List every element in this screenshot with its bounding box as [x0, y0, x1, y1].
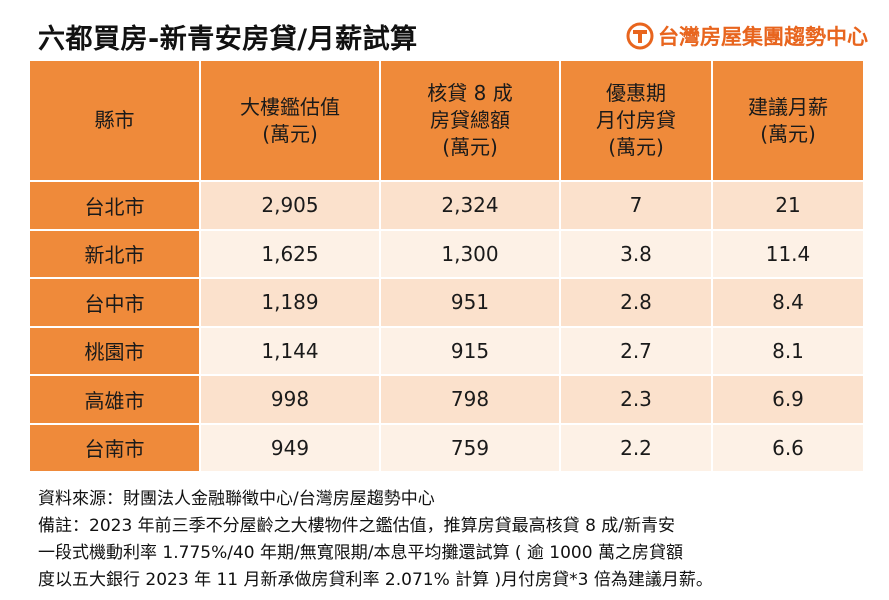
cell-monthly-payment: 2.2 — [560, 423, 713, 473]
table-row: 台中市 1,189 951 2.8 8.4 — [30, 278, 865, 328]
header-appraisal: 大樓鑑估值 (萬元) — [200, 61, 381, 182]
cell-appraisal: 2,905 — [200, 181, 381, 231]
footnotes: 資料來源：財團法人金融聯徵中心/台灣房屋趨勢中心 備註：2023 年前三季不分屋… — [38, 486, 868, 594]
cell-loan-total: 1,300 — [380, 229, 561, 279]
table-row: 台南市 949 759 2.2 6.6 — [30, 423, 865, 473]
cell-county: 台中市 — [30, 278, 201, 328]
brand: 台灣房屋集團趨勢中心 — [626, 21, 868, 51]
cell-suggested-salary: 6.9 — [712, 375, 865, 425]
cell-loan-total: 2,324 — [380, 181, 561, 231]
header: 六都買房-新青安房貸/月薪試算 台灣房屋集團趨勢中心 — [38, 14, 868, 58]
header-loan-total: 核貸 8 成房貸總額 (萬元) — [380, 61, 561, 182]
cell-suggested-salary: 21 — [712, 181, 865, 231]
cell-monthly-payment: 2.7 — [560, 326, 713, 376]
cell-monthly-payment: 7 — [560, 181, 713, 231]
remark-line: 一段式機動利率 1.775%/40 年期/無寬限期/本息平均攤還試算 ( 逾 1… — [38, 543, 683, 563]
cell-monthly-payment: 2.8 — [560, 278, 713, 328]
cell-appraisal: 1,625 — [200, 229, 381, 279]
remark-line: 備註：2023 年前三季不分屋齡之大樓物件之鑑估值，推算房貸最高核貸 8 成/新… — [38, 516, 676, 536]
table-row: 桃園市 1,144 915 2.7 8.1 — [30, 326, 865, 376]
cell-loan-total: 798 — [380, 375, 561, 425]
header-suggested-salary: 建議月薪 (萬元) — [712, 61, 865, 182]
table-row: 新北市 1,625 1,300 3.8 11.4 — [30, 229, 865, 279]
cell-suggested-salary: 11.4 — [712, 229, 865, 279]
cell-county: 高雄市 — [30, 375, 201, 425]
header-county: 縣市 — [30, 61, 201, 182]
cell-county: 新北市 — [30, 229, 201, 279]
table-header-row: 縣市 大樓鑑估值 (萬元) 核貸 8 成房貸總額 (萬元) 優惠期 月付房貸 (萬元) … — [30, 61, 865, 182]
cell-monthly-payment: 2.3 — [560, 375, 713, 425]
cell-suggested-salary: 6.6 — [712, 423, 865, 473]
cell-monthly-payment: 3.8 — [560, 229, 713, 279]
cell-county: 桃園市 — [30, 326, 201, 376]
cell-loan-total: 759 — [380, 423, 561, 473]
remark-line: 度以五大銀行 2023 年 11 月新承做房貸利率 2.071% 計算 )月付房… — [38, 570, 713, 590]
table-row: 高雄市 998 798 2.3 6.9 — [30, 375, 865, 425]
cell-appraisal: 1,144 — [200, 326, 381, 376]
brand-name: 台灣房屋集團趨勢中心 — [658, 25, 868, 49]
header-monthly-payment: 優惠期 月付房貸 (萬元) — [560, 61, 713, 182]
cell-appraisal: 998 — [200, 375, 381, 425]
cell-suggested-salary: 8.4 — [712, 278, 865, 328]
cell-county: 台北市 — [30, 181, 201, 231]
cell-appraisal: 1,189 — [200, 278, 381, 328]
source-note: 資料來源：財團法人金融聯徵中心/台灣房屋趨勢中心 — [38, 489, 435, 509]
cell-county: 台南市 — [30, 423, 201, 473]
table-row: 台北市 2,905 2,324 7 21 — [30, 181, 865, 231]
cell-suggested-salary: 8.1 — [712, 326, 865, 376]
housing-loan-table: 縣市 大樓鑑估值 (萬元) 核貸 8 成房貸總額 (萬元) 優惠期 月付房貸 (萬元) … — [30, 61, 865, 473]
cell-loan-total: 951 — [380, 278, 561, 328]
cell-loan-total: 915 — [380, 326, 561, 376]
page-title: 六都買房-新青安房貸/月薪試算 — [38, 23, 418, 55]
cell-appraisal: 949 — [200, 423, 381, 473]
taiwan-realty-logo-icon — [626, 22, 654, 50]
